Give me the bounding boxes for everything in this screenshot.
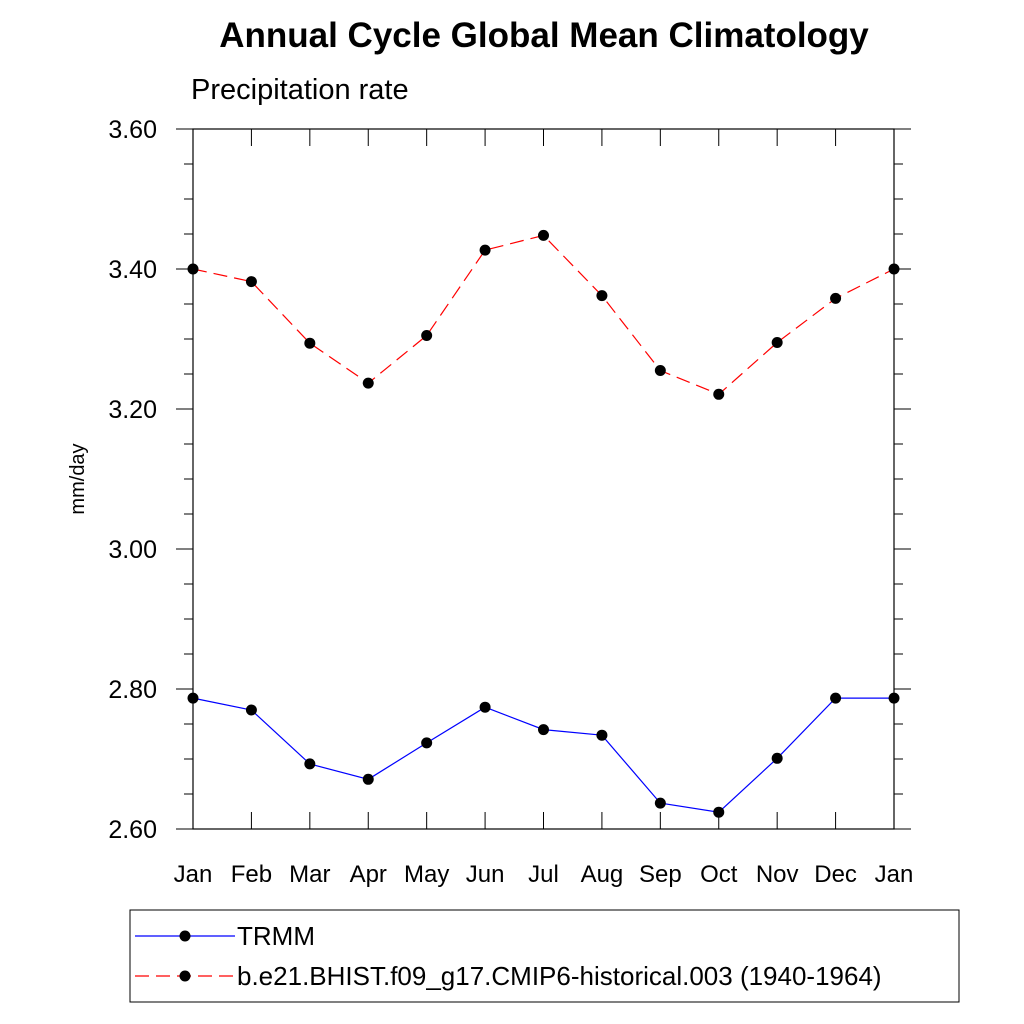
y-tick-label: 3.00 <box>108 536 157 564</box>
legend-marker-1 <box>179 930 191 942</box>
series-2-point <box>245 276 257 288</box>
y-axis-label: mm/day <box>67 443 89 514</box>
legend-label-2: b.e21.BHIST.f09_g17.CMIP6-historical.003… <box>237 961 882 991</box>
series-1-point <box>304 758 316 770</box>
y-tick-label: 3.20 <box>108 396 157 424</box>
x-tick-label: Jun <box>466 861 505 888</box>
y-tick-labels: 2.60 2.80 3.00 3.20 3.40 3.60 <box>108 116 157 844</box>
series-2-point <box>830 292 842 304</box>
series-2-point <box>654 365 666 376</box>
series-1-point <box>538 724 549 736</box>
series-2-point <box>538 229 549 241</box>
x-tick-label: Oct <box>700 861 738 888</box>
legend: TRMM b.e21.BHIST.f09_g17.CMIP6-historical… <box>135 921 882 991</box>
series-line-1 <box>192 697 894 813</box>
legend-label-1: TRMM <box>237 921 315 951</box>
x-tick-label: Nov <box>756 861 799 888</box>
legend-box <box>129 909 960 1003</box>
x-tick-label: Jan <box>875 861 914 888</box>
x-tick-label: Sep <box>639 861 682 888</box>
series-1-point <box>713 806 725 818</box>
y-tick-label: 3.40 <box>108 256 157 284</box>
y-tick-label: 3.60 <box>108 116 157 144</box>
series-1-point <box>888 692 900 704</box>
series-points <box>187 229 900 818</box>
chart-subtitle: Precipitation rate <box>191 74 409 106</box>
series-1-point <box>771 752 783 764</box>
x-tick-label: Jul <box>528 861 559 888</box>
series-2-point <box>362 377 374 389</box>
series-2-point <box>421 330 433 341</box>
x-tick-labels: Jan Feb Mar Apr May Jun Jul Aug Sep Oct Nov Dec Jan <box>174 861 914 888</box>
x-tick-label: Apr <box>350 861 387 888</box>
series-1-point <box>245 704 257 716</box>
x-tick-label: Mar <box>289 861 330 888</box>
x-tick-label: Dec <box>814 861 857 888</box>
series-1-point <box>830 692 842 704</box>
series-1-point <box>187 692 199 704</box>
series-1-point <box>421 737 433 749</box>
legend-marker-2 <box>179 970 191 982</box>
series-line-2 <box>192 234 895 395</box>
series-2-point <box>771 337 783 348</box>
x-tick-label: Feb <box>231 861 272 888</box>
series-2-point <box>304 337 316 349</box>
series-2-point <box>888 263 900 275</box>
series-2-point <box>187 263 199 275</box>
series-1-point <box>479 701 491 713</box>
y-tick-label: 2.60 <box>108 816 157 844</box>
series-1-point <box>654 797 666 809</box>
series-2-point <box>479 244 491 256</box>
series-2-point <box>713 388 725 400</box>
y-tick-label: 2.80 <box>108 676 157 704</box>
chart-title: Annual Cycle Global Mean Climatology <box>219 16 869 55</box>
x-tick-label: May <box>404 861 449 888</box>
x-tick-label: Aug <box>581 861 624 888</box>
series-2-point <box>596 290 608 302</box>
series-1-point <box>596 729 608 741</box>
x-tick-label: Jan <box>174 861 213 888</box>
series-1-point <box>362 773 374 785</box>
